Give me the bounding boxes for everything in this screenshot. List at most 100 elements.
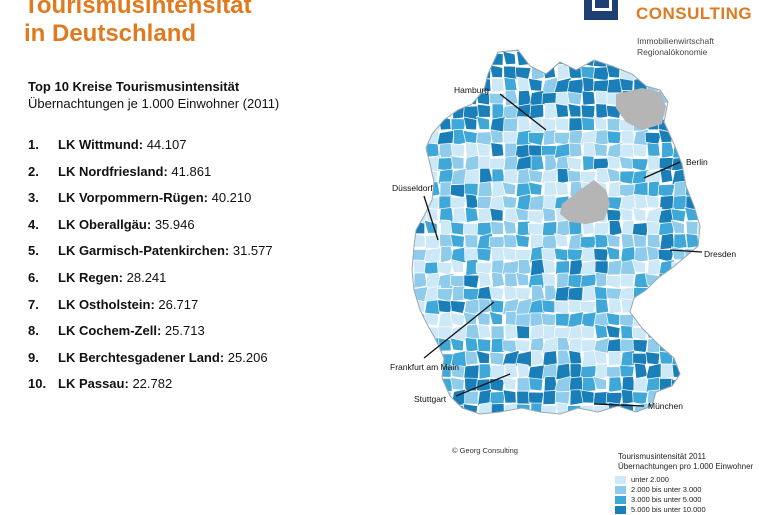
city-label-frankfurt: Frankfurt am Main: [390, 362, 459, 372]
ranking-item: 7. LK Ostholstein: 26.717: [28, 297, 273, 324]
district-cell: [425, 76, 440, 93]
district-cell: [450, 246, 467, 263]
district-cell: [412, 156, 416, 173]
district-cell: [542, 50, 557, 54]
ranking-rank: 6.: [28, 269, 39, 285]
ranking-name: LK Berchtesgadener Land:: [58, 349, 225, 365]
district-cell: [424, 63, 439, 79]
district-cell: [476, 103, 491, 118]
district-cell: [438, 415, 454, 432]
district-cell: [671, 64, 686, 79]
city-label-berlin: Berlin: [686, 157, 708, 167]
district-cell: [412, 259, 414, 275]
district-cell: [412, 311, 426, 326]
district-cell: [568, 117, 583, 132]
district-cell: [672, 337, 687, 353]
district-cell: [606, 337, 623, 354]
district-cell: [698, 234, 700, 249]
district-cell: [554, 233, 569, 248]
district-cell: [502, 117, 519, 133]
district-cell: [488, 310, 503, 325]
ranking-item: 4. LK Oberallgäu: 35.946: [28, 217, 273, 244]
district-cell: [594, 260, 609, 275]
district-cell: [632, 312, 649, 328]
district-cell: [555, 312, 570, 327]
district-cell: [437, 103, 452, 118]
district-cell: [671, 246, 686, 261]
district-cell: [450, 143, 465, 157]
district-cell: [412, 220, 426, 235]
district-cell: [490, 337, 506, 354]
district-cell: [464, 350, 479, 366]
district-cell: [670, 208, 687, 223]
district-cell: [527, 77, 543, 92]
district-cell: [527, 50, 546, 56]
ranking-item: 3. LK Vorpommern-Rügen: 40.210: [28, 190, 273, 217]
district-cell: [488, 286, 505, 301]
district-cell: [516, 362, 531, 379]
district-cell: [684, 364, 700, 379]
district-cell: [671, 299, 687, 314]
district-cell: [646, 233, 661, 249]
district-cell: [542, 415, 557, 431]
district-cell: [684, 260, 700, 276]
district-cell: [683, 285, 699, 300]
district-cell: [697, 51, 700, 68]
ranking-name: LK Oberallgäu:: [58, 216, 152, 232]
ranking-value: 31.577: [232, 243, 273, 259]
district-cell: [696, 401, 700, 414]
district-cell: [464, 207, 479, 223]
district-cell: [685, 78, 700, 93]
district-cell: [423, 247, 442, 264]
district-cell: [412, 103, 426, 118]
district-cell: [594, 234, 609, 249]
district-cell: [424, 51, 441, 68]
district-cell: [449, 258, 464, 273]
district-cell: [514, 233, 530, 248]
district-cell: [412, 219, 415, 237]
district-cell: [646, 312, 661, 327]
ranking-name: LK Cochem-Zell:: [58, 323, 162, 339]
district-cell: [463, 364, 480, 380]
district-cell: [437, 53, 454, 68]
district-cell: [555, 103, 569, 118]
district-cell: [620, 273, 635, 288]
district-cell: [645, 194, 660, 209]
district-cell: [502, 195, 518, 210]
district-cell: [696, 194, 700, 212]
district-cell: [606, 155, 621, 170]
district-cell: [488, 64, 504, 79]
district-cell: [449, 312, 466, 327]
legend-swatch: [615, 476, 626, 484]
district-cell: [697, 116, 700, 131]
title-line-2: in Deutschland: [24, 20, 197, 47]
district-cell: [621, 50, 636, 55]
map-copyright: © Georg Consulting: [452, 446, 518, 455]
district-cell: [697, 90, 700, 107]
district-cell: [398, 78, 411, 91]
district-cell: [489, 351, 505, 366]
district-cell: [607, 415, 620, 428]
district-cell: [698, 349, 700, 368]
brand-logo-icon: [584, 0, 618, 20]
district-cell: [529, 103, 545, 120]
district-cell: [566, 91, 583, 106]
district-cell: [633, 51, 649, 68]
ranking-rank: 9.: [28, 349, 39, 365]
district-cell: [683, 131, 700, 147]
district-cell: [450, 66, 467, 81]
district-cell: [673, 128, 688, 146]
district-cell: [683, 339, 700, 355]
district-cell: [594, 129, 610, 146]
district-cell: [412, 129, 428, 146]
district-cell: [645, 418, 661, 431]
legend-label: 3.000 bis unter 5.000: [631, 495, 702, 504]
district-cell: [568, 142, 583, 158]
ranking-heading: Top 10 Kreise Tourismusintensität: [28, 79, 240, 94]
district-cell: [607, 181, 623, 198]
district-cell: [683, 326, 700, 341]
district-cell: [516, 416, 531, 431]
ranking-rank: 7.: [28, 296, 39, 312]
district-cell: [696, 376, 700, 394]
district-cell: [412, 375, 413, 391]
